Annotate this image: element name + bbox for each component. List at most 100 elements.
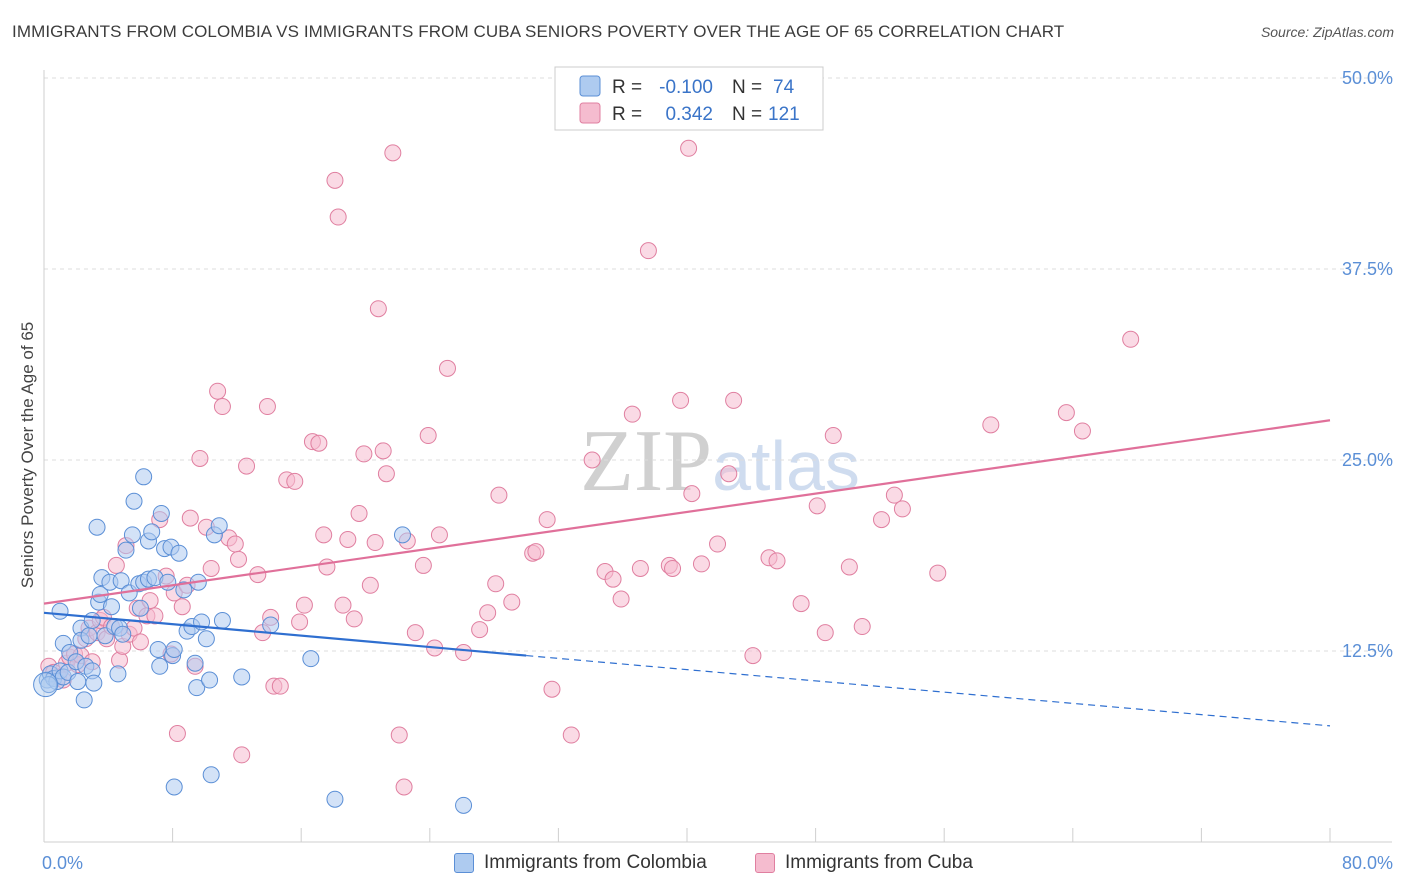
colombia-point-70 [455,796,473,814]
colombia-point-25 [103,598,121,616]
axes [43,70,1392,843]
cuba-point-61 [326,171,344,189]
cuba-point-59 [315,526,333,544]
cuba-point-90 [527,543,545,561]
cuba-point-68 [361,576,379,594]
cuba-point-37 [191,449,209,467]
cuba-point-81 [430,526,448,544]
colombia-point-56 [188,679,206,697]
cuba-point-56 [295,596,313,614]
cuba-point-97 [612,590,630,608]
cuba-point-96 [604,570,622,588]
cuba-point-74 [390,726,408,744]
legend-item-cuba: Immigrants from Cuba [755,852,973,874]
cuba-point-27 [146,607,164,625]
cuba-point-110 [744,647,762,665]
cuba-point-85 [479,604,497,622]
cuba-point-41 [213,398,231,416]
cuba-point-82 [438,359,456,377]
cuba-point-40 [209,382,227,400]
colombia-point-66 [262,616,280,634]
colombia-point-41 [143,523,161,541]
colombia-point-31 [117,541,135,559]
cuba-point-58 [310,434,328,452]
colombia-point-51 [170,544,188,562]
cuba-point-64 [339,530,357,548]
chart-title: IMMIGRANTS FROM COLOMBIA VS IMMIGRANTS F… [12,22,1065,41]
cuba-point-102 [664,559,682,577]
colombia-point-33 [123,526,141,544]
chart-source: Source: ZipAtlas.com [1260,24,1394,40]
legend-n-value-colombia: 74 [773,77,795,98]
cuba-point-69 [366,534,384,552]
cuba-point-43 [226,535,244,553]
colombia-point-73 [151,657,169,675]
legend-marker-cuba [755,853,775,873]
legend-r-value-cuba: 0.342 [665,104,713,125]
legend-n-label-cuba: N = [732,104,762,125]
cuba-point-124 [1057,404,1075,422]
colombia-point-71 [75,691,93,709]
cuba-point-125 [1073,422,1091,440]
colombia-point-72 [40,676,58,694]
legend-label-colombia: Immigrants from Colombia [484,852,707,873]
bottom-legend: Immigrants from Colombia Immigrants from… [0,852,1406,878]
colombia-point-34 [125,492,143,510]
cuba-point-45 [233,746,251,764]
trendlines [43,419,1331,727]
y-axis-label: Seniors Poverty Over the Age of 65 [18,322,37,588]
cuba-point-109 [725,391,743,409]
cuba-point-17 [107,556,125,574]
colombia-point-52 [175,581,193,599]
legend-item-colombia: Immigrants from Colombia [454,852,707,874]
legend-r-label-cuba: R = [612,104,642,125]
cuba-point-52 [271,677,289,695]
legend-r-label-colombia: R = [612,77,642,98]
watermark: ZIPatlas [580,413,860,510]
colombia-point-68 [326,790,344,808]
colombia-point-11 [69,673,87,691]
cuba-point-32 [168,725,186,743]
gridlines [44,77,1392,652]
y-tick-label-2: 37.5% [1342,259,1393,279]
cuba-points [40,139,1140,796]
cuba-point-113 [792,595,810,613]
y-tick-label-0: 12.5% [1342,641,1393,661]
cuba-point-123 [982,416,1000,434]
cuba-point-44 [230,550,248,568]
cuba-point-107 [709,535,727,553]
colombia-point-55 [186,654,204,672]
cuba-point-60 [318,558,336,576]
cuba-point-112 [768,552,786,570]
cuba-point-73 [384,144,402,162]
colombia-point-36 [131,599,149,617]
cuba-point-83 [455,644,473,662]
cuba-point-63 [334,596,352,614]
cuba-point-98 [623,405,641,423]
colombia-point-64 [213,611,231,629]
cuba-point-55 [291,613,309,631]
x-tick-label-1: 80.0% [1342,853,1393,873]
cuba-point-108 [720,465,738,483]
cuba-point-70 [369,300,387,318]
legend-n-label-colombia: N = [732,77,762,98]
colombia-point-65 [233,668,251,686]
colombia-point-18 [85,674,103,692]
cuba-point-106 [692,555,710,573]
legend-swatch-cuba [579,102,601,124]
colombia-cluster-point [33,672,59,698]
colombia-point-63 [210,517,228,535]
legend-n-value-cuba: 121 [768,104,800,125]
cuba-point-121 [893,500,911,518]
cuba-point-99 [631,559,649,577]
cuba-point-71 [374,442,392,460]
colombia-point-49 [165,640,183,658]
colombia-point-61 [202,766,220,784]
colombia-point-44 [152,504,170,522]
colombia-point-67 [302,650,320,668]
cuba-point-100 [639,242,657,260]
colombia-trendline [43,611,527,657]
colombia-point-60 [201,671,219,689]
cuba-point-33 [173,598,191,616]
cuba-point-92 [543,680,561,698]
